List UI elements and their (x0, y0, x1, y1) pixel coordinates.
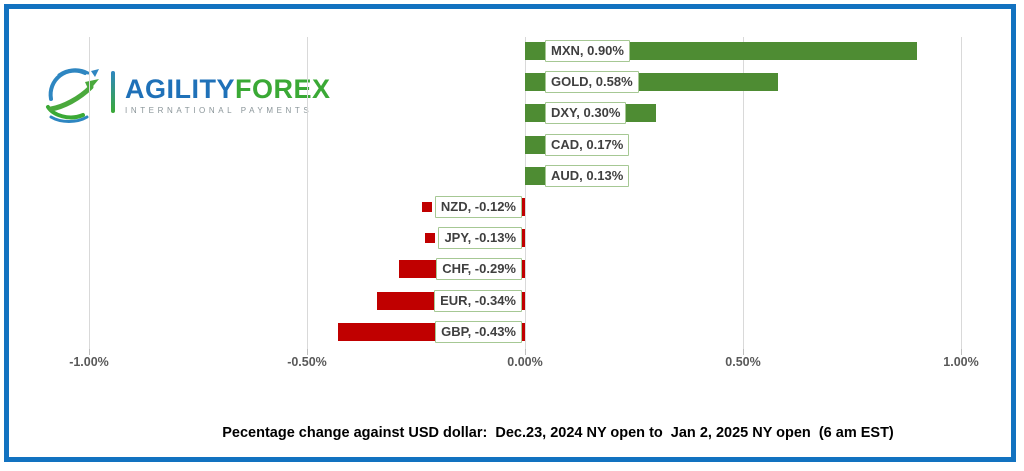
data-label-eur: EUR, -0.34% (421, 289, 522, 312)
data-label-box: DXY, 0.30% (545, 102, 627, 125)
data-label-jpy: JPY, -0.13% (425, 227, 522, 250)
data-label-box: AUD, 0.13% (545, 164, 630, 187)
x-axis-tick-label: 0.00% (507, 355, 543, 369)
x-axis-tick-label: 1.00% (943, 355, 979, 369)
data-label-box: GBP, -0.43% (435, 320, 522, 343)
logo-brand-forex: FOREX (235, 74, 331, 104)
plot-area: MXN, 0.90% GOLD, 0.58% DXY, 0.30% CAD, 0.17… (89, 37, 962, 355)
data-label-gold: GOLD, 0.58% (532, 71, 639, 94)
logo-brand-text: AGILITYFOREX (125, 75, 331, 103)
x-axis-tick-label: -1.00% (69, 355, 109, 369)
legend-key-square (421, 295, 432, 306)
legend-key-square (421, 202, 432, 212)
data-label-box: CHF, -0.29% (436, 258, 522, 281)
logo-separator (111, 71, 115, 113)
data-label-nzd: NZD, -0.12% (421, 196, 522, 218)
legend-key-square (532, 108, 542, 119)
axis-tick (743, 349, 744, 355)
x-axis-labels: -1.00% -0.50% 0.00% 0.50% 1.00% (69, 355, 979, 373)
axis-tick (89, 349, 90, 355)
logo-brand-agility: AGILITY (125, 74, 235, 104)
axis-tick (961, 349, 962, 355)
data-label-box: CAD, 0.17% (545, 133, 630, 156)
legend-key-square (423, 264, 434, 275)
data-label-dxy: DXY, 0.30% (532, 102, 627, 125)
data-label-gbp: GBP, -0.43% (422, 320, 522, 343)
axis-tick (525, 349, 526, 355)
gridline (307, 37, 308, 349)
globe-arrows-icon (46, 68, 99, 123)
legend-key-square (532, 77, 542, 88)
agilityforex-logo: AGILITYFOREX INTERNATIONAL PAYMENTS (43, 65, 331, 125)
gridline (743, 37, 744, 349)
data-label-cad: CAD, 0.17% (532, 133, 630, 156)
legend-key-square (425, 233, 436, 244)
data-label-box: JPY, -0.13% (438, 227, 522, 250)
chart-outer-border: AGILITYFOREX INTERNATIONAL PAYMENTS MXN,… (4, 4, 1016, 462)
legend-key-square (422, 326, 433, 337)
gridline (89, 37, 90, 349)
data-label-box: GOLD, 0.58% (545, 71, 639, 94)
gridline (961, 37, 962, 349)
gridline (525, 37, 526, 349)
chart-caption: Pecentage change against USD dollar: Dec… (222, 425, 894, 441)
data-label-chf: CHF, -0.29% (423, 258, 522, 281)
logo-tagline: INTERNATIONAL PAYMENTS (125, 106, 313, 115)
data-label-box: MXN, 0.90% (545, 40, 630, 62)
data-label-box: NZD, -0.12% (434, 196, 522, 218)
data-label-mxn: MXN, 0.90% (532, 40, 630, 62)
x-axis-tick-label: 0.50% (725, 355, 761, 369)
x-axis-tick-label: -0.50% (287, 355, 327, 369)
data-label-aud: AUD, 0.13% (532, 164, 630, 187)
legend-key-square (532, 170, 542, 181)
legend-key-square (532, 139, 542, 150)
legend-key-square (532, 46, 542, 56)
data-label-box: EUR, -0.34% (434, 289, 522, 312)
axis-tick (307, 349, 308, 355)
